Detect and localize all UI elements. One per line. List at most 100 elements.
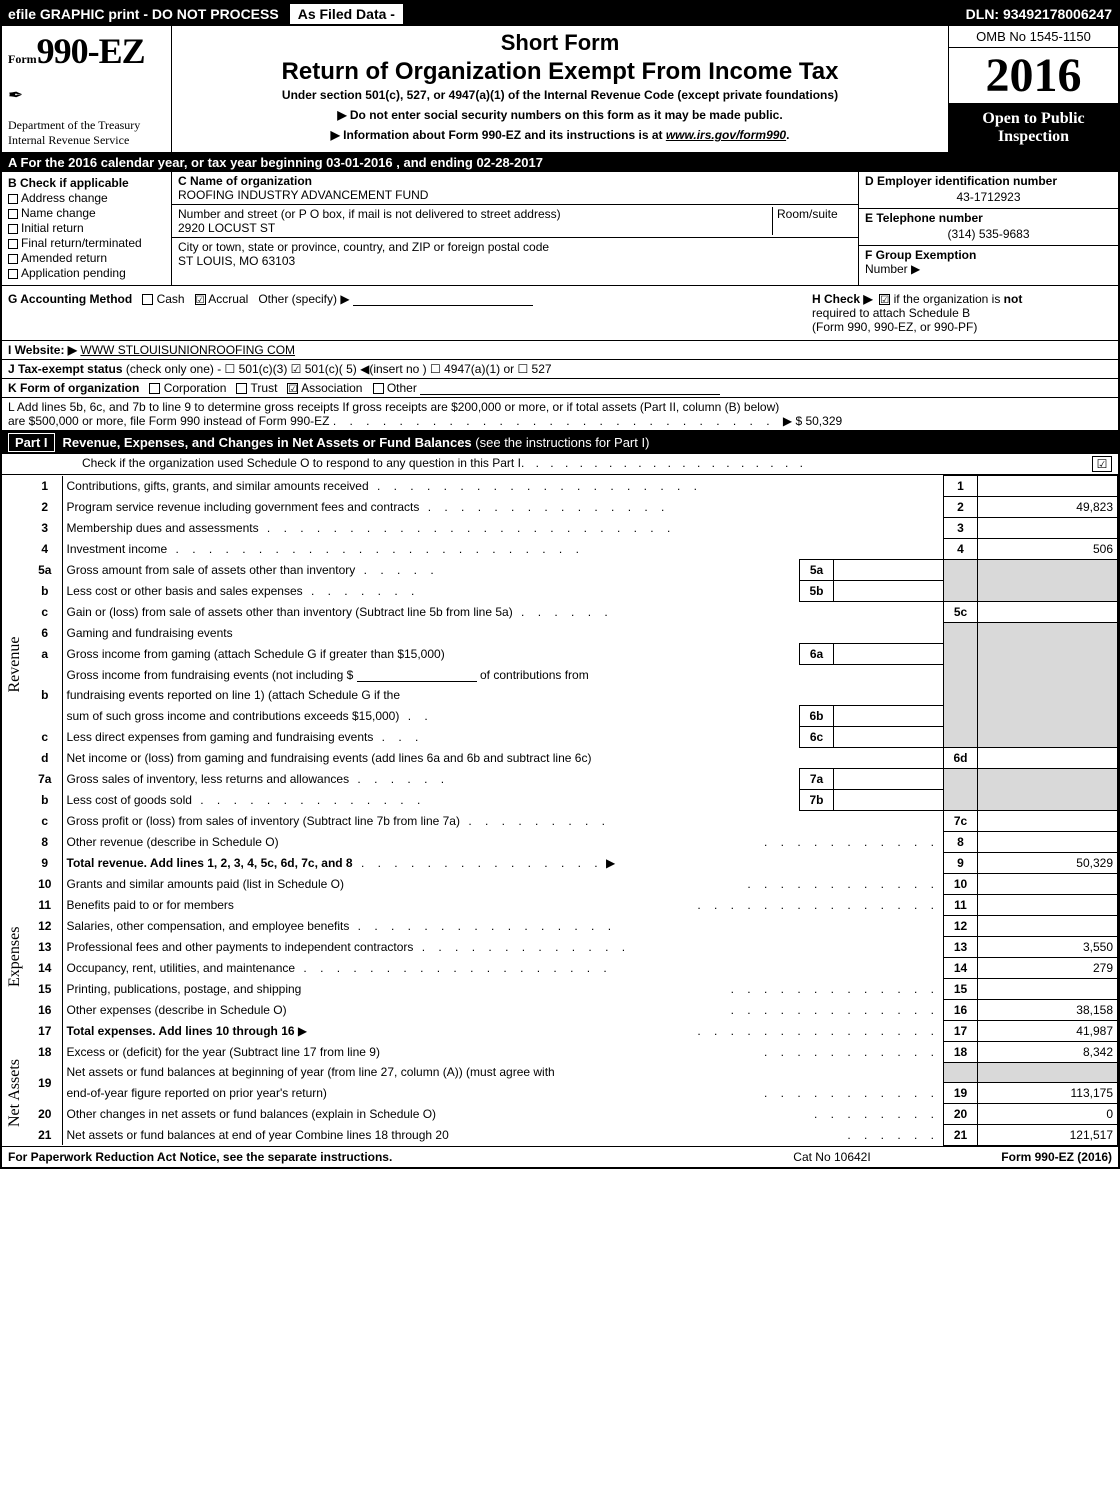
city-box: City or town, state or province, country… bbox=[172, 238, 858, 270]
other-specify-input[interactable] bbox=[353, 292, 533, 306]
section-b-checkboxes: B Check if applicable Address change Nam… bbox=[2, 172, 172, 285]
dots: . . . . . . . . . . . . . . . . . . . . bbox=[521, 456, 1092, 472]
line-6: 6 Gaming and fundraising events bbox=[2, 623, 1118, 644]
irs-link[interactable]: www.irs.gov/form990 bbox=[666, 128, 786, 142]
chk-other[interactable] bbox=[373, 383, 384, 394]
line-18: Net Assets 18 Excess or (deficit) for th… bbox=[2, 1041, 1118, 1062]
chk-cash[interactable] bbox=[142, 294, 153, 305]
g-label: G Accounting Method bbox=[8, 292, 132, 306]
line-4: 4 Investment income . . . . . . . . . . … bbox=[2, 539, 1118, 560]
contrib-amount-input[interactable] bbox=[357, 668, 477, 682]
top-bar: efile GRAPHIC print - DO NOT PROCESS As … bbox=[2, 2, 1118, 26]
chk-final-return[interactable]: Final return/terminated bbox=[8, 236, 165, 250]
chk-initial-return[interactable]: Initial return bbox=[8, 221, 165, 235]
revenue-side-label: Revenue bbox=[2, 476, 28, 853]
chk-app-pending[interactable]: Application pending bbox=[8, 266, 165, 280]
checkbox-icon bbox=[8, 239, 18, 249]
street: 2920 LOCUST ST bbox=[178, 221, 275, 235]
open-line2: Inspection bbox=[951, 128, 1116, 146]
section-c-org-info: C Name of organization ROOFING INDUSTRY … bbox=[172, 172, 858, 285]
short-form-label: Short Form bbox=[178, 30, 942, 56]
addr-left: Number and street (or P O box, if mail i… bbox=[178, 207, 772, 235]
line-11: 11 Benefits paid to or for members . . .… bbox=[2, 894, 1118, 915]
expenses-side-label: Expenses bbox=[2, 873, 28, 1041]
row-j-tax-exempt: J Tax-exempt status (check only one) - ☐… bbox=[2, 360, 1118, 379]
part-title: Revenue, Expenses, and Changes in Net As… bbox=[63, 435, 650, 450]
city-label: City or town, state or province, country… bbox=[178, 240, 549, 254]
dept-line1: Department of the Treasury bbox=[8, 118, 165, 133]
paperwork-notice: For Paperwork Reduction Act Notice, see … bbox=[8, 1150, 732, 1164]
info-link-line: ▶ Information about Form 990-EZ and its … bbox=[178, 128, 942, 142]
line-1: Revenue 1 Contributions, gifts, grants, … bbox=[2, 476, 1118, 497]
row-gh: G Accounting Method Cash ☑ Accrual Other… bbox=[2, 286, 1118, 341]
d-label: D Employer identification number bbox=[865, 174, 1057, 188]
header-center: Short Form Return of Organization Exempt… bbox=[172, 26, 948, 152]
line-3: 3 Membership dues and assessments . . . … bbox=[2, 518, 1118, 539]
rowA-mid: , and ending bbox=[396, 155, 476, 170]
chk-trust[interactable] bbox=[236, 383, 247, 394]
efile-notice: efile GRAPHIC print - DO NOT PROCESS bbox=[2, 4, 285, 24]
line-9: 9 Total revenue. Add lines 1, 2, 3, 4, 5… bbox=[2, 852, 1118, 873]
h-label: H Check ▶ bbox=[812, 292, 873, 306]
part-i-sub: Check if the organization used Schedule … bbox=[2, 454, 1118, 475]
l-text2: are $500,000 or more, file Form 990 inst… bbox=[8, 414, 330, 428]
chk-schedule-b[interactable]: ☑ bbox=[879, 294, 890, 305]
line-8: 8 Other revenue (describe in Schedule O)… bbox=[2, 831, 1118, 852]
line-19-1: 19 Net assets or fund balances at beginn… bbox=[2, 1062, 1118, 1082]
org-name: ROOFING INDUSTRY ADVANCEMENT FUND bbox=[178, 188, 428, 202]
header-left: Form990-EZ ✒ Department of the Treasury … bbox=[2, 26, 172, 152]
checkbox-icon bbox=[8, 269, 18, 279]
chk-corp[interactable] bbox=[149, 383, 160, 394]
org-name-box: C Name of organization ROOFING INDUSTRY … bbox=[172, 172, 858, 205]
e-label: E Telephone number bbox=[865, 211, 983, 225]
i-label: I Website: ▶ bbox=[8, 343, 77, 357]
l-text1: L Add lines 5b, 6c, and 7b to line 9 to … bbox=[8, 400, 779, 414]
line-10: Expenses 10 Grants and similar amounts p… bbox=[2, 873, 1118, 894]
as-filed-label: As Filed Data - bbox=[289, 3, 404, 25]
line-21: 21 Net assets or fund balances at end of… bbox=[2, 1124, 1118, 1145]
other-org-input[interactable] bbox=[420, 381, 720, 395]
form-number: Form990-EZ bbox=[8, 30, 165, 72]
chk-assoc[interactable]: ☑ bbox=[287, 383, 298, 394]
chk-name-change[interactable]: Name change bbox=[8, 206, 165, 220]
line-19-2: end-of-year figure reported on prior yea… bbox=[2, 1082, 1118, 1103]
form-word: Form bbox=[8, 52, 37, 66]
section-bcdef: B Check if applicable Address change Nam… bbox=[2, 172, 1118, 286]
info2-post: . bbox=[786, 128, 789, 142]
netassets-side-label: Net Assets bbox=[2, 1041, 28, 1145]
city: ST LOUIS, MO 63103 bbox=[178, 254, 295, 268]
line-5c: c Gain or (loss) from sale of assets oth… bbox=[2, 602, 1118, 623]
line-15: 15 Printing, publications, postage, and … bbox=[2, 978, 1118, 999]
irs-eagle-icon: ✒ bbox=[8, 85, 165, 106]
year-begin: 03-01-2016 bbox=[326, 155, 393, 170]
line-13: 13 Professional fees and other payments … bbox=[2, 936, 1118, 957]
checkbox-icon bbox=[8, 194, 18, 204]
chk-schedule-o[interactable]: ☑ bbox=[1092, 456, 1112, 472]
row-a-tax-year: A For the 2016 calendar year, or tax yea… bbox=[2, 153, 1118, 172]
line-14: 14 Occupancy, rent, utilities, and maint… bbox=[2, 957, 1118, 978]
line-6d: d Net income or (loss) from gaming and f… bbox=[2, 747, 1118, 768]
phone-value: (314) 535-9683 bbox=[865, 225, 1112, 243]
line-12: 12 Salaries, other compensation, and emp… bbox=[2, 915, 1118, 936]
ein-value: 43-1712923 bbox=[865, 188, 1112, 206]
chk-accrual[interactable]: ☑ bbox=[195, 294, 206, 305]
page-footer: For Paperwork Reduction Act Notice, see … bbox=[2, 1146, 1118, 1167]
form-990ez-page: efile GRAPHIC print - DO NOT PROCESS As … bbox=[0, 0, 1120, 1169]
part-label: Part I bbox=[8, 433, 55, 452]
checkbox-icon bbox=[8, 224, 18, 234]
checkbox-icon bbox=[8, 209, 18, 219]
chk-amended[interactable]: Amended return bbox=[8, 251, 165, 265]
part-i-header: Part I Revenue, Expenses, and Changes in… bbox=[2, 431, 1118, 454]
row-i-website: I Website: ▶ WWW STLOUISUNIONROOFING COM bbox=[2, 341, 1118, 360]
website-value[interactable]: WWW STLOUISUNIONROOFING COM bbox=[80, 343, 295, 357]
l-amount: ▶ $ 50,329 bbox=[783, 414, 842, 428]
dln-number: DLN: 93492178006247 bbox=[960, 4, 1118, 24]
chk-address-change[interactable]: Address change bbox=[8, 191, 165, 205]
h-schedule-b: H Check ▶ ☑ if the organization is not r… bbox=[812, 292, 1112, 334]
treasury-dept: Department of the Treasury Internal Reve… bbox=[8, 118, 165, 148]
b-label: B Check if applicable bbox=[8, 176, 165, 190]
cat-number: Cat No 10642I bbox=[732, 1150, 932, 1164]
checkbox-icon bbox=[8, 254, 18, 264]
rowA-pre: A For the 2016 calendar year, or tax yea… bbox=[8, 155, 326, 170]
line-17: 17 Total expenses. Add lines 10 through … bbox=[2, 1020, 1118, 1041]
